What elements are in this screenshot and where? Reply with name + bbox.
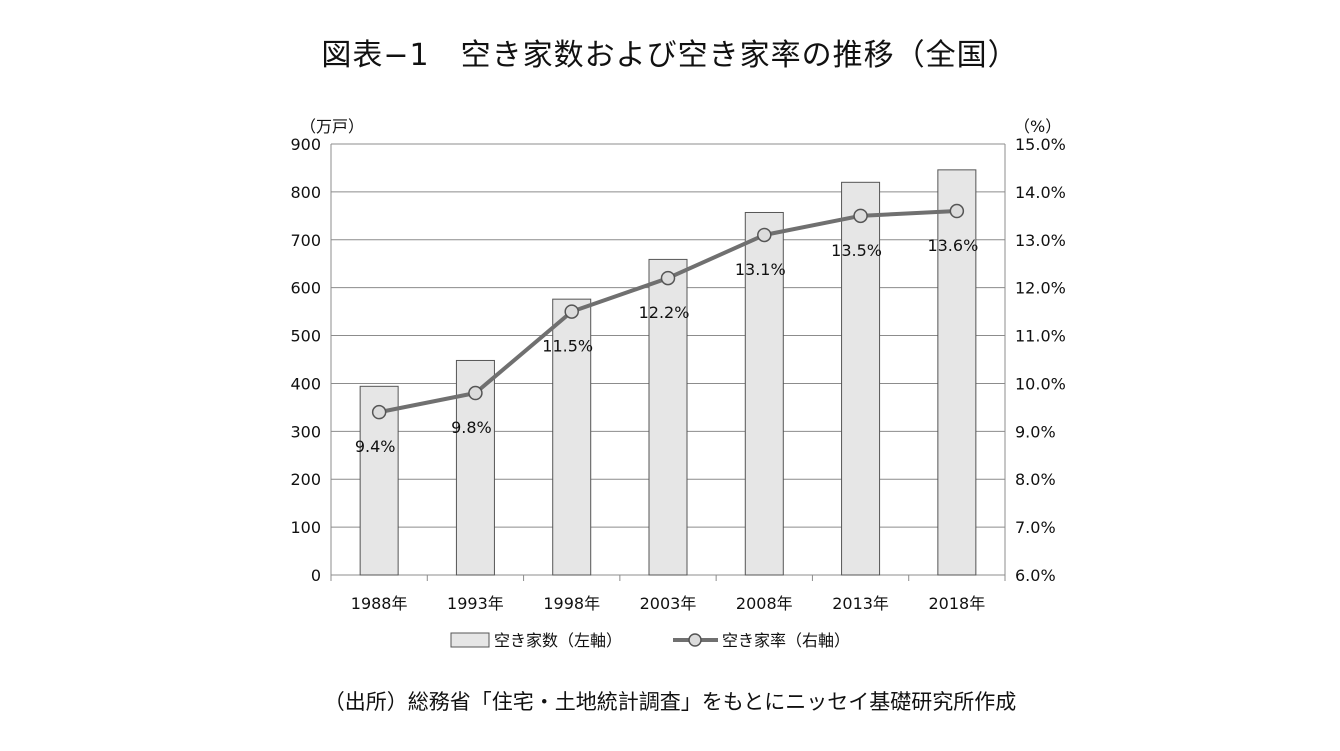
bar [841, 181, 881, 576]
legend-line-label: 空き家率（右軸） [722, 631, 850, 650]
legend-bar-swatch [450, 632, 490, 648]
left-axis-tick-label: 900 [290, 135, 321, 154]
legend-bar-label: 空き家数（左軸） [494, 631, 622, 650]
right-axis-tick-label: 12.0% [1015, 279, 1066, 298]
left-axis-tick-label: 800 [290, 183, 321, 202]
rate-data-label: 11.5% [542, 337, 593, 356]
source-note: （出所）総務省「住宅・土地統計調査」をもとにニッセイ基礎研究所作成 [323, 690, 1017, 714]
chart-title: 図表−1 空き家数および空き家率の推移（全国） [321, 38, 1019, 73]
left-axis-tick-label: 500 [290, 327, 321, 346]
rate-point [371, 404, 387, 420]
right-axis-tick-label: 8.0% [1015, 470, 1056, 489]
x-axis-tick-label: 2003年 [640, 594, 697, 613]
rate-point [853, 208, 868, 224]
right-axis-tick-label: 6.0% [1015, 566, 1056, 585]
left-axis-tick-label: 0 [311, 566, 321, 585]
right-axis-tick-label: 9.0% [1015, 422, 1056, 441]
right-axis-tick-label: 14.0% [1015, 183, 1066, 202]
rate-data-label: 12.2% [639, 303, 690, 322]
rate-point [949, 203, 965, 219]
rate-data-label: 9.4% [355, 437, 396, 456]
x-axis-tick-label: 2013年 [832, 594, 889, 613]
rate-point [660, 270, 676, 286]
x-axis-tick-label: 2018年 [928, 594, 985, 613]
rate-data-label: 13.1% [735, 260, 786, 279]
left-axis-tick-label: 300 [290, 422, 321, 441]
bar [552, 298, 592, 576]
x-axis-tick-label: 2008年 [736, 594, 793, 613]
rate-point [468, 385, 483, 401]
right-axis-tick-label: 15.0% [1015, 135, 1066, 154]
bar [648, 258, 688, 576]
x-axis-tick-label: 1998年 [543, 594, 600, 613]
legend-line-marker [688, 633, 702, 647]
x-axis-tick-label: 1993年 [447, 594, 504, 613]
left-axis-tick-label: 200 [290, 470, 321, 489]
rate-point [757, 227, 772, 243]
left-axis-tick-label: 400 [290, 374, 321, 393]
right-axis-tick-label: 13.0% [1015, 231, 1066, 250]
left-axis-tick-label: 700 [290, 231, 321, 250]
rate-data-label: 13.6% [927, 236, 978, 255]
right-axis-tick-label: 11.0% [1015, 327, 1066, 346]
rate-data-label: 9.8% [451, 418, 492, 437]
rate-point [564, 304, 579, 319]
left-axis-unit: （万戸） [300, 117, 364, 136]
left-axis-tick-label: 600 [290, 279, 321, 298]
bar [744, 211, 784, 576]
x-axis-tick-label: 1988年 [351, 594, 408, 613]
right-axis-tick-label: 10.0% [1015, 374, 1066, 393]
right-axis-unit: （%） [1014, 117, 1061, 136]
left-axis-tick-label: 100 [290, 518, 321, 537]
right-axis-tick-label: 7.0% [1015, 518, 1056, 537]
bar [937, 169, 977, 576]
rate-data-label: 13.5% [831, 241, 882, 260]
